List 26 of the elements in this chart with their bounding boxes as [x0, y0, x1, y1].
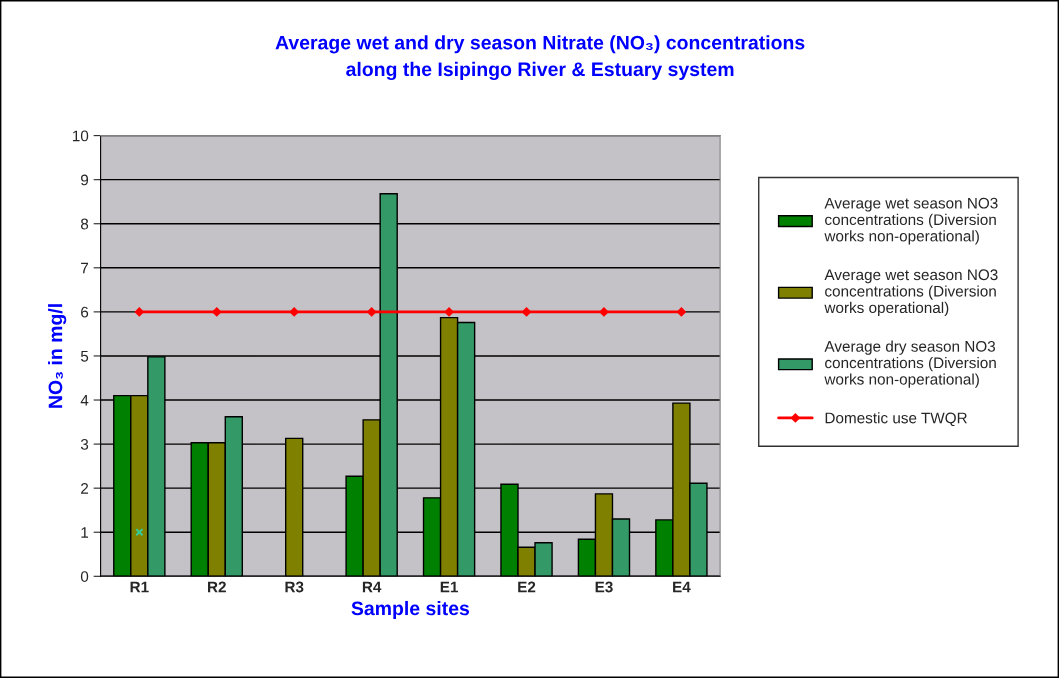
legend-label: Average dry season NO3 concentrations (Diversion works non-operational) [824, 340, 996, 388]
chart-title: Average wet and dry season Nitrate (NO₃) concentrations along the Isipingo River & Estuary system [275, 35, 805, 81]
y-tick-label: 9 [81, 174, 89, 186]
x-tick-label: R4 [362, 581, 382, 593]
x-tick-label: E4 [673, 581, 691, 593]
y-tick-label: 8 [80, 218, 89, 230]
x-tick-label: R2 [208, 581, 226, 593]
y-tick-label: 4 [80, 395, 89, 406]
y-tick-label: 2 [81, 483, 89, 494]
y-tick-label: 7 [81, 262, 89, 274]
x-axis-title: Sample sites [351, 600, 470, 620]
x-tick-label: R3 [285, 581, 304, 593]
y-tick-label: 10 [72, 130, 89, 142]
x-tick-label: R1 [130, 581, 149, 593]
y-tick-label: 0 [80, 571, 89, 582]
x-tick-label: E2 [518, 581, 536, 593]
y-tick-label: 6 [81, 306, 89, 318]
legend-label: Average wet season NO3 concentrations (Diversion works non-operational) [824, 197, 998, 245]
legend-label: Average wet season NO3 concentrations (Diversion works operational) [824, 269, 998, 317]
x-tick-label: E3 [595, 581, 613, 593]
y-tick-label: 3 [80, 438, 89, 450]
y-tick-label: 5 [80, 350, 89, 362]
x-tick-label: E1 [440, 581, 458, 593]
y-tick-label: 1 [81, 527, 89, 538]
legend-label: Domestic use TWQR [825, 412, 967, 427]
y-axis-title: NO₃ in mg/l [48, 304, 67, 408]
